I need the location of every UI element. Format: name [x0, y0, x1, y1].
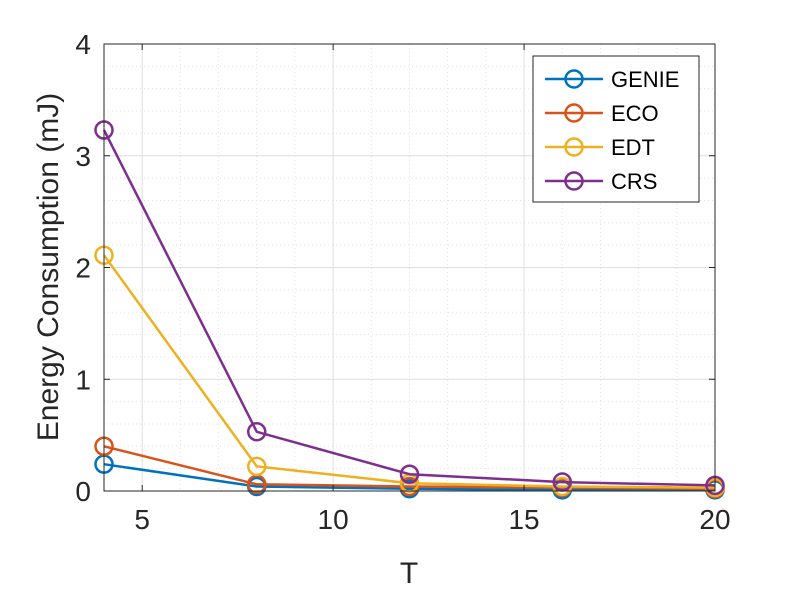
- x-tick-label: 10: [318, 504, 349, 535]
- x-tick-label: 20: [699, 504, 730, 535]
- legend: GENIE ECO EDT CRS: [532, 55, 700, 203]
- data-point: [247, 422, 267, 442]
- legend-marker: [564, 171, 584, 191]
- series-line: [102, 129, 716, 487]
- legend-entry: EDT: [545, 135, 655, 160]
- series-line: [103, 462, 715, 492]
- y-axis-label: Energy Consumption (mJ): [32, 93, 65, 441]
- legend-marker: [564, 103, 584, 123]
- legend-box: [532, 55, 700, 203]
- x-axis-label: T: [400, 557, 418, 590]
- data-point: [399, 464, 420, 484]
- x-tick-labels: 5 10 15 20: [134, 504, 730, 535]
- y-tick-label: 0: [75, 476, 91, 507]
- legend-label: GENIE: [611, 67, 679, 92]
- legend-entry: GENIE: [545, 67, 679, 92]
- x-tick-label: 15: [508, 504, 539, 535]
- y-tick-label: 2: [75, 253, 91, 284]
- y-tick-labels: 0 1 2 3 4: [75, 29, 91, 507]
- y-tick-label: 3: [75, 141, 91, 172]
- x-tick-label: 5: [134, 504, 150, 535]
- legend-marker: [564, 137, 584, 157]
- legend-label: CRS: [611, 169, 657, 194]
- legend-entry: CRS: [545, 169, 657, 194]
- y-tick-label: 4: [75, 29, 91, 60]
- legend-label: EDT: [611, 135, 655, 160]
- legend-label: ECO: [611, 101, 659, 126]
- data-point: [247, 456, 267, 477]
- legend-entry: ECO: [545, 101, 659, 126]
- y-tick-label: 1: [75, 364, 91, 395]
- axis-ticks: [104, 43, 716, 492]
- legend-marker: [564, 69, 584, 89]
